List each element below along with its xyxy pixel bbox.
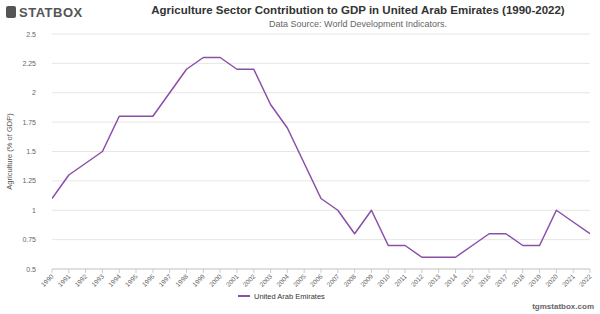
x-tick	[321, 269, 322, 273]
x-tick	[455, 269, 456, 273]
x-tick-label: 2000	[208, 272, 223, 287]
x-tick-label: 2002	[241, 272, 256, 287]
x-tick-label: 2010	[376, 272, 391, 287]
x-tick	[236, 269, 237, 273]
y-tick-label: 2	[32, 89, 36, 96]
x-tick	[573, 269, 574, 273]
x-tick-label: 2005	[292, 272, 307, 287]
x-tick	[590, 269, 591, 273]
x-tick-label: 1990	[40, 272, 55, 287]
x-tick	[421, 269, 422, 273]
x-tick-label: 2014	[443, 272, 458, 287]
y-tick-label: 0.5	[26, 266, 36, 273]
x-tick	[102, 269, 103, 273]
x-tick	[152, 269, 153, 273]
x-tick-label: 2013	[426, 272, 441, 287]
x-tick-label: 2016	[477, 272, 492, 287]
chart-root: STATBOX Agriculture Sector Contribution t…	[0, 0, 600, 314]
x-tick-label: 2012	[409, 272, 424, 287]
y-tick-label: 1	[32, 207, 36, 214]
x-tick	[505, 269, 506, 273]
x-tick-label: 2019	[527, 272, 542, 287]
x-tick-label: 1995	[124, 272, 139, 287]
x-tick-label: 2006	[309, 272, 324, 287]
x-tick	[270, 269, 271, 273]
x-tick-label: 2003	[258, 272, 273, 287]
grid-line	[52, 180, 590, 181]
legend-label: United Arab Emirates	[254, 292, 325, 301]
x-tick	[489, 269, 490, 273]
x-tick	[522, 269, 523, 273]
x-tick-label: 2022	[578, 272, 593, 287]
grid-line	[52, 122, 590, 123]
chart: STATBOX Agriculture Sector Contribution t…	[0, 0, 600, 314]
x-tick	[169, 269, 170, 273]
x-tick-label: 2007	[325, 272, 340, 287]
y-tick-label: 1.5	[26, 148, 36, 155]
x-tick	[371, 269, 372, 273]
x-tick	[85, 269, 86, 273]
x-tick-label: 2004	[275, 272, 290, 287]
x-tick-label: 2001	[224, 272, 239, 287]
x-tick-label: 2008	[342, 272, 357, 287]
y-axis-label: Agriculture (% of GDP)	[5, 113, 14, 190]
x-tick	[203, 269, 204, 273]
grid-line	[52, 239, 590, 240]
grid-line	[52, 92, 590, 93]
x-tick	[287, 269, 288, 273]
y-tick-label: 2.5	[26, 31, 36, 38]
x-tick	[472, 269, 473, 273]
logo-icon	[6, 6, 16, 18]
x-tick	[304, 269, 305, 273]
y-tick-label: 1.25	[22, 177, 36, 184]
grid	[52, 34, 590, 269]
plot-data	[52, 58, 590, 258]
y-tick-label: 1.75	[22, 119, 36, 126]
x-tick	[405, 269, 406, 273]
grid-line	[52, 34, 590, 35]
x-tick	[337, 269, 338, 273]
x-tick	[438, 269, 439, 273]
logo-text: STATBOX	[19, 5, 83, 20]
x-tick-label: 2015	[460, 272, 475, 287]
x-tick	[136, 269, 137, 273]
x-tick	[220, 269, 221, 273]
x-tick-label: 2017	[493, 272, 508, 287]
legend-swatch	[238, 295, 250, 297]
x-tick	[119, 269, 120, 273]
x-tick-label: 1996	[140, 272, 155, 287]
grid-line	[52, 210, 590, 211]
x-tick-label: 1994	[107, 272, 122, 287]
x-tick-label: 2020	[544, 272, 559, 287]
y-tick-label: 0.75	[22, 236, 36, 243]
x-tick	[539, 269, 540, 273]
x-tick	[68, 269, 69, 273]
x-tick	[253, 269, 254, 273]
x-tick	[52, 269, 53, 273]
subtitle: Data Source: World Development Indicator…	[269, 19, 447, 29]
x-tick-label: 1997	[157, 272, 172, 287]
title: Agriculture Sector Contribution to GDP i…	[151, 4, 565, 16]
x-tick-label: 1998	[174, 272, 189, 287]
y-tick-label: 2.25	[22, 60, 36, 67]
x-tick-label: 2018	[510, 272, 525, 287]
grid-line	[52, 63, 590, 64]
x-tick-label: 1993	[90, 272, 105, 287]
series-line	[52, 58, 590, 258]
x-tick-label: 2009	[359, 272, 374, 287]
x-tick-label: 1999	[191, 272, 206, 287]
x-tick	[354, 269, 355, 273]
x-tick	[556, 269, 557, 273]
grid-line	[52, 151, 590, 152]
x-tick	[388, 269, 389, 273]
watermark: tgmstatbox.com	[532, 302, 594, 311]
legend: United Arab Emirates	[238, 292, 325, 301]
x-tick-label: 1992	[73, 272, 88, 287]
logo: STATBOX	[6, 5, 83, 20]
x-tick-label: 2021	[561, 272, 576, 287]
x-tick-label: 1991	[56, 272, 71, 287]
x-tick-label: 2011	[393, 272, 408, 287]
x-tick	[186, 269, 187, 273]
